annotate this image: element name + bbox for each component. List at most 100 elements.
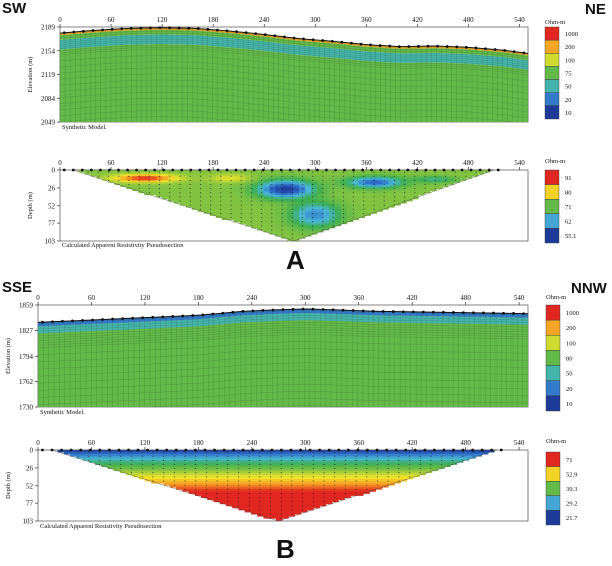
pseudosection-cell (299, 209, 306, 212)
pseudosection-cell (138, 186, 145, 190)
mesh-line (37, 355, 529, 370)
pseudosection-cell (300, 507, 308, 511)
y-tick-label: 1794 (19, 353, 34, 361)
datum-point (291, 459, 293, 461)
datum-point (148, 175, 150, 177)
pseudosection-cell (334, 170, 342, 173)
electrode-marker (127, 448, 130, 452)
pseudosection-cell (444, 450, 451, 453)
pseudosection-cell (322, 186, 330, 190)
pseudosection-cell (138, 176, 145, 179)
pseudosection-cell (352, 196, 360, 200)
electrode-marker (451, 311, 455, 314)
pseudosection-cell (257, 497, 264, 501)
pseudosection-cell (364, 205, 371, 208)
electrode-marker (198, 168, 202, 172)
pseudosection-cell (319, 466, 327, 470)
datum-point (376, 451, 378, 453)
pseudosection-cell (424, 184, 431, 187)
pseudosection-cell (269, 495, 277, 498)
pseudosection-cell (425, 468, 433, 472)
datum-point (302, 488, 304, 490)
pseudosection-cell (288, 495, 295, 498)
datum-point (393, 196, 395, 198)
pseudosection-cell (430, 178, 437, 181)
pseudosection-cell (151, 460, 158, 463)
datum-point (444, 175, 446, 177)
pseudosection-cell (188, 466, 196, 470)
datum-point (312, 212, 314, 214)
electrode-marker (522, 51, 526, 55)
pseudosection-cell (185, 170, 193, 173)
pseudosection-cell (325, 499, 333, 503)
datum-point (237, 463, 239, 465)
pseudosection-cell (263, 481, 271, 484)
pseudosection-cell (400, 460, 408, 463)
pseudosection-cell (245, 221, 252, 225)
pseudosection-cell (319, 489, 327, 492)
pseudosection-cell (275, 215, 282, 218)
pseudosection-cell (233, 190, 240, 194)
datum-point (270, 480, 272, 482)
datum-point (334, 484, 336, 486)
datum-point (270, 463, 272, 465)
datum-point (237, 488, 239, 490)
pseudosection-cell (163, 454, 171, 457)
pseudosection-cell (250, 491, 258, 494)
pseudosection-cell (219, 464, 227, 467)
datum-point (312, 472, 314, 474)
pseudosection-cell (239, 215, 246, 218)
pseudosection-cell (244, 491, 252, 494)
pseudosection-cell (238, 501, 246, 505)
datum-point (280, 472, 282, 474)
pseudosection-cell (233, 217, 240, 221)
pseudosection-cell (263, 229, 270, 233)
pseudosection-cell (376, 207, 383, 210)
electrode-marker (484, 47, 487, 51)
datum-point (312, 200, 314, 202)
pseudosection-cell (305, 232, 312, 235)
pseudosection-cell (281, 190, 288, 194)
datum-point (259, 509, 261, 511)
pseudosection-cell (406, 450, 414, 453)
pseudosection-cell (294, 487, 302, 490)
datum-point (424, 192, 426, 194)
datum-point (163, 468, 165, 470)
datum-point (280, 451, 282, 453)
pseudosection-cell (257, 196, 264, 200)
pseudosection-cell (144, 476, 152, 480)
datum-point (271, 212, 273, 214)
pseudosection-cell (215, 180, 223, 183)
pseudosection-cell (293, 223, 300, 227)
pseudosection-cell (188, 470, 196, 474)
pseudosection-cell (448, 174, 455, 177)
panel-label-a: A (286, 245, 305, 275)
pseudosection-cell (76, 450, 83, 453)
pseudosection-cell (275, 186, 282, 190)
pseudosection-cell (358, 192, 366, 196)
pseudosection-cell (151, 464, 158, 467)
pseudosection-cell (311, 170, 318, 173)
pseudosection-cell (95, 458, 102, 461)
pseudosection-cell (269, 505, 277, 509)
pseudosection-cell (282, 450, 289, 453)
pseudosection-cell (209, 182, 217, 185)
pseudosection-cell (394, 174, 401, 177)
datum-point (240, 212, 242, 214)
pseudosection-cell (364, 196, 371, 200)
pseudosection-cell (352, 211, 360, 214)
pseudosection-cell (269, 512, 277, 515)
pseudosection-cell (201, 485, 208, 488)
datum-point (259, 501, 261, 503)
pseudosection-cell (169, 462, 177, 465)
pseudosection-cell (221, 184, 229, 187)
pseudosection-cell (144, 452, 152, 455)
x-tick-label: 360 (361, 16, 372, 24)
pseudosection-cell (169, 452, 177, 455)
pseudosection-cell (328, 223, 336, 227)
pseudosection-cell (375, 452, 383, 455)
pseudosection-cell (287, 225, 294, 229)
colorbar-label: 20 (565, 97, 572, 104)
datum-point (98, 451, 100, 453)
pseudosection-cell (227, 178, 234, 181)
